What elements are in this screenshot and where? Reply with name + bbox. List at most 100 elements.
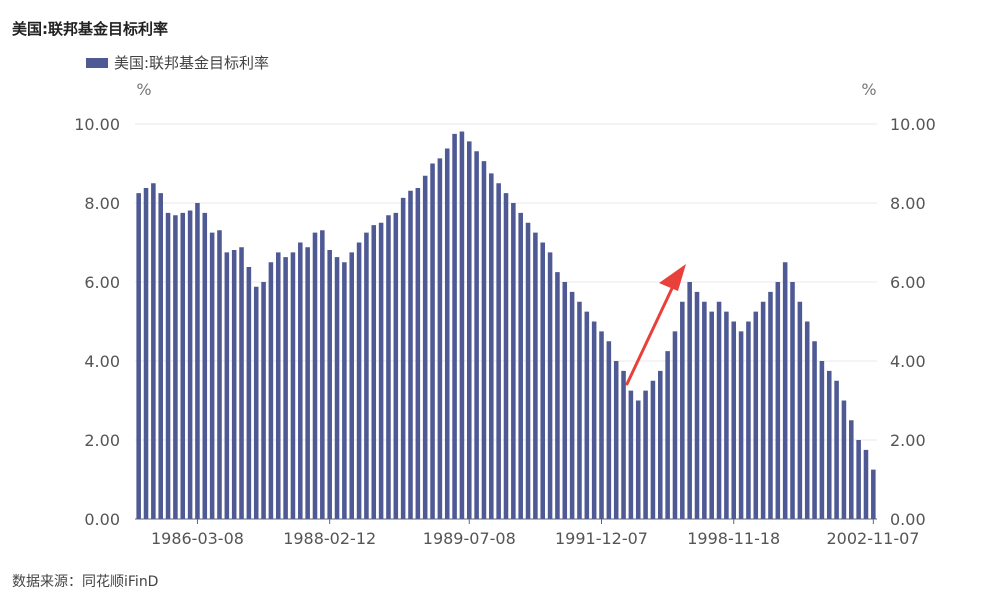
bars xyxy=(136,131,876,520)
bar xyxy=(158,193,163,519)
bar xyxy=(871,469,876,519)
bar xyxy=(474,151,479,519)
bar xyxy=(716,301,722,519)
y-axis-unit-right: % xyxy=(861,80,876,99)
bar xyxy=(224,252,230,519)
bar xyxy=(709,311,714,519)
bar xyxy=(724,311,729,519)
y-tick-label-right: 2.00 xyxy=(890,431,926,450)
bar xyxy=(540,242,546,519)
x-tick-label: 1998-11-18 xyxy=(687,529,780,548)
bar xyxy=(290,252,296,519)
bar xyxy=(547,252,553,519)
bar xyxy=(606,341,612,519)
y-tick-label-left: 6.00 xyxy=(84,273,120,292)
legend[interactable]: 美国:联邦基金目标利率 xyxy=(86,52,269,73)
bar xyxy=(841,400,847,519)
y-axis-unit-left: % xyxy=(136,80,151,99)
bar xyxy=(481,161,487,519)
bar xyxy=(298,242,303,519)
bar xyxy=(393,212,399,519)
bar xyxy=(525,222,531,519)
bar xyxy=(680,301,685,519)
bar xyxy=(334,257,340,519)
bar xyxy=(400,197,406,520)
bar xyxy=(202,212,208,519)
bar xyxy=(430,163,435,519)
data-source: 数据来源：同花顺iFinD xyxy=(12,574,159,590)
x-tick-label: 1988-02-12 xyxy=(283,529,376,548)
y-tick-label-right: 6.00 xyxy=(890,273,926,292)
bar xyxy=(444,148,450,520)
bar xyxy=(562,282,568,519)
arrow-head xyxy=(659,264,686,291)
bar xyxy=(650,380,656,519)
x-tick-label: 2002-11-07 xyxy=(827,529,920,548)
bar xyxy=(702,301,707,519)
y-tick-label-left: 8.00 xyxy=(84,194,120,213)
bar xyxy=(378,222,384,519)
bar xyxy=(386,215,391,519)
bar xyxy=(503,193,509,519)
y-tick-label-left: 4.00 xyxy=(84,352,120,371)
bar xyxy=(621,370,626,519)
bar xyxy=(863,449,869,519)
bar xyxy=(628,390,634,519)
bar xyxy=(819,361,825,519)
bar xyxy=(533,232,538,519)
x-tick-label: 1986-03-08 xyxy=(151,529,244,548)
bar xyxy=(731,321,737,519)
bar xyxy=(790,282,795,519)
bar xyxy=(342,262,347,519)
bar xyxy=(782,262,788,519)
bar xyxy=(187,210,193,519)
bar xyxy=(599,331,604,519)
bar xyxy=(312,232,318,519)
bar xyxy=(856,440,861,519)
bar xyxy=(518,212,523,519)
bar xyxy=(775,282,781,519)
y-tick-label-right: 10.00 xyxy=(890,115,936,134)
bar xyxy=(812,341,817,519)
bar xyxy=(569,291,575,519)
bar xyxy=(768,291,773,519)
bar xyxy=(613,361,619,519)
y-tick-label-right: 0.00 xyxy=(890,510,926,529)
bar xyxy=(577,301,582,519)
chart-title: 美国:联邦基金目标利率 xyxy=(12,20,168,38)
bar xyxy=(452,133,457,519)
bar xyxy=(356,242,362,519)
bar xyxy=(555,272,560,519)
y-tick-label-left: 10.00 xyxy=(74,115,120,134)
bar xyxy=(797,301,803,519)
bar xyxy=(408,190,413,519)
bar xyxy=(657,370,663,519)
x-tick-label: 1989-07-08 xyxy=(423,529,516,548)
bar xyxy=(466,141,472,519)
bar xyxy=(371,225,377,519)
annotation-arrow xyxy=(625,264,686,386)
bar xyxy=(195,203,200,519)
bar xyxy=(151,183,156,519)
bar xyxy=(253,286,259,519)
bar xyxy=(268,262,274,519)
bar xyxy=(804,321,810,519)
bar xyxy=(437,158,443,520)
bar xyxy=(511,203,516,519)
bar xyxy=(209,232,215,519)
bar xyxy=(849,420,854,519)
bar xyxy=(489,173,494,519)
bar xyxy=(320,230,325,519)
bar xyxy=(231,250,237,519)
bar xyxy=(834,380,839,519)
bar xyxy=(283,257,288,519)
arrow-shaft xyxy=(625,280,677,386)
bar xyxy=(643,390,648,519)
bar xyxy=(687,282,692,519)
legend-swatch xyxy=(86,57,108,68)
bar xyxy=(239,247,244,520)
y-tick-labels: 0.00 0.00 2.00 2.00 4.00 4.00 6.00 6.00 8.00 8.00… xyxy=(74,115,936,529)
y-tick-label-left: 0.00 xyxy=(84,510,120,529)
bar xyxy=(496,183,501,519)
bar xyxy=(584,311,590,519)
